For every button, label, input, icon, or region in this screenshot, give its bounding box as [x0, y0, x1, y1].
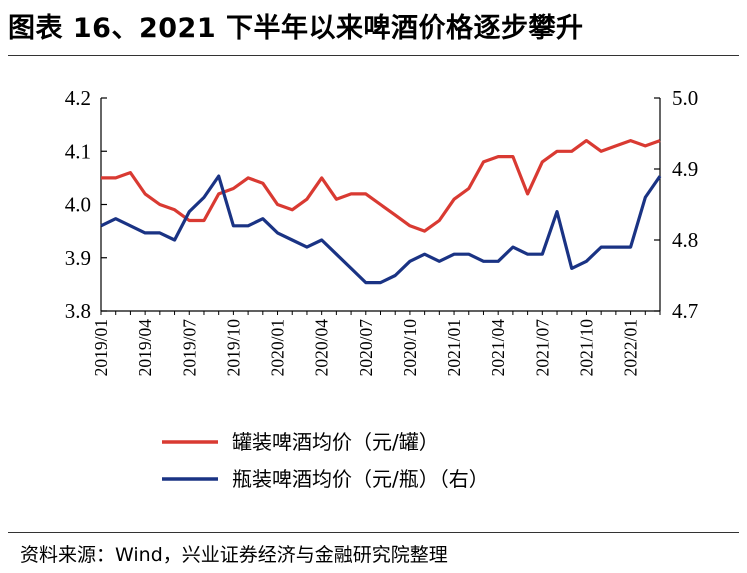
y-right-tick-label: 5.0: [672, 86, 698, 110]
y-right-tick-label: 4.9: [672, 157, 698, 181]
x-tick-label: 2019/07: [179, 319, 199, 377]
x-tick-label: 2022/01: [621, 319, 641, 376]
x-tick-label: 2020/10: [400, 319, 420, 377]
x-tick-label: 2020/07: [356, 319, 376, 377]
x-tick-label: 2021/04: [488, 319, 508, 377]
x-tick-label: 2021/01: [444, 319, 464, 376]
x-tick-label: 2021/07: [532, 319, 552, 377]
x-tick-label: 2019/01: [91, 319, 111, 376]
legend-label-canned: 罐装啤酒均价（元/罐）: [232, 430, 439, 454]
y-left-tick-label: 3.9: [65, 246, 91, 270]
x-tick-label: 2020/01: [268, 319, 288, 376]
y-left-tick-label: 4.1: [65, 139, 91, 163]
y-left-tick-label: 3.8: [65, 299, 91, 323]
title-divider: [8, 55, 739, 56]
x-tick-label: 2019/10: [223, 319, 243, 377]
series-line-bottled: [100, 174, 662, 285]
x-tick-label: 2021/10: [576, 319, 596, 377]
dual-axis-line-chart: 4.2 4.1 4.0 3.9 3.8 5.0 4.9 4.8 4.7 2019/01 2019…: [65, 86, 699, 491]
y-left-tick-label: 4.2: [65, 86, 91, 110]
legend-label-bottled: 瓶装啤酒均价（元/瓶）（右）: [232, 467, 489, 491]
y-right-tick-label: 4.7: [672, 299, 698, 323]
x-tick-label: 2020/04: [312, 319, 332, 377]
source-divider: [8, 532, 739, 533]
source-note: 资料来源：Wind，兴业证券经济与金融研究院整理: [20, 544, 448, 566]
y-right-tick-label: 4.8: [672, 228, 698, 252]
chart-title: 图表 16、2021 下半年以来啤酒价格逐步攀升: [8, 13, 584, 44]
x-tick-label: 2019/04: [135, 319, 155, 377]
series-line-canned: [101, 139, 661, 233]
y-left-tick-label: 4.0: [65, 193, 91, 217]
